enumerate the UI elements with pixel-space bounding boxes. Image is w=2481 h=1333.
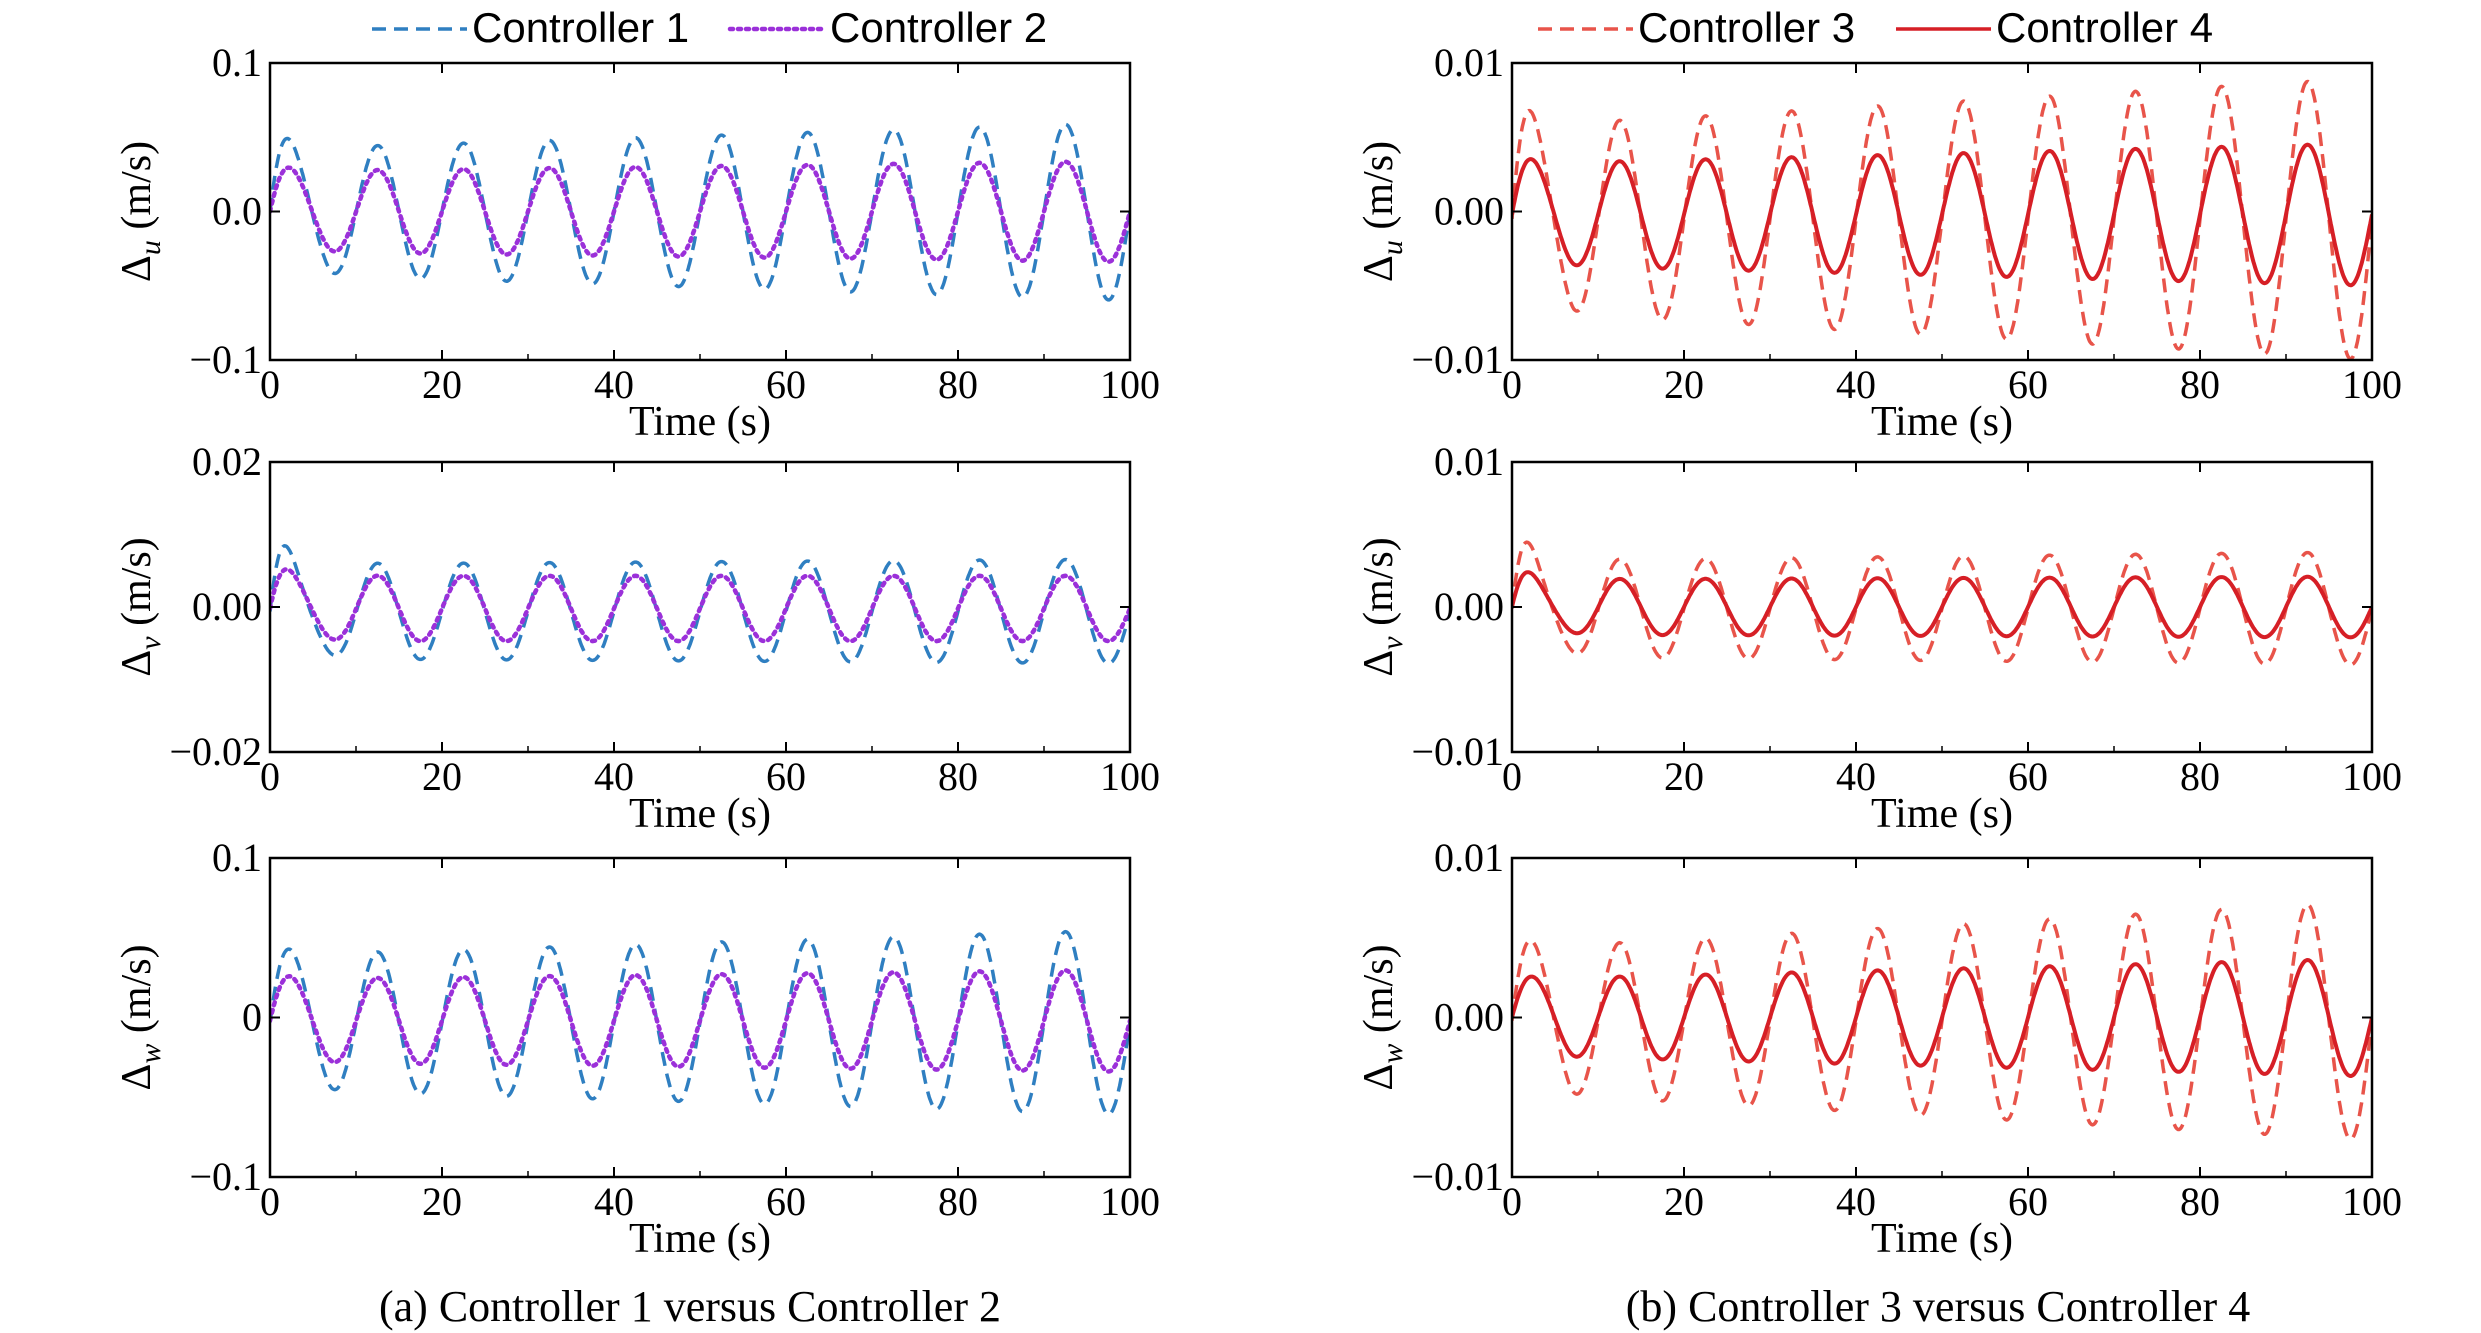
series-group — [270, 122, 1130, 302]
x-tick-label: 60 — [2008, 362, 2048, 407]
x-tick-label: 0 — [1502, 754, 1522, 799]
y-tick-label: −0.1 — [189, 1154, 262, 1199]
x-tick-label: 20 — [1664, 1179, 1704, 1224]
x-tick-label: 60 — [766, 1179, 806, 1224]
y-axis-label: Δw (m/s) — [114, 944, 167, 1090]
x-tick-label: 0 — [1502, 1179, 1522, 1224]
legend-label-controller-2: Controller 2 — [830, 4, 1047, 51]
x-tick-label: 0 — [260, 1179, 280, 1224]
x-tick-label: 80 — [2180, 754, 2220, 799]
x-tick-label: 100 — [1100, 754, 1160, 799]
y-tick-label: −0.01 — [1411, 1154, 1504, 1199]
y-tick-label: 0.1 — [212, 835, 262, 880]
legend-label-controller-4: Controller 4 — [1996, 4, 2213, 51]
x-tick-label: 60 — [766, 362, 806, 407]
series-group — [1512, 902, 2372, 1141]
x-tick-label: 100 — [1100, 362, 1160, 407]
panel-a-0: 0 20 40 60 80 100 0.1 0.0 −0.1 Time (s) Δu (m/s) — [114, 40, 1160, 445]
x-axis-label: Time (s) — [1871, 399, 2013, 445]
x-tick-label: 60 — [2008, 1179, 2048, 1224]
x-tick-label: 80 — [938, 754, 978, 799]
x-tick-label: 80 — [2180, 362, 2220, 407]
x-axis-label: Time (s) — [1871, 791, 2013, 837]
panel-a-1: 0 20 40 60 80 100 0.02 0.00 −0.02 Time (s) Δv (m/s… — [114, 439, 1160, 837]
panel-b-1: 0 20 40 60 80 100 0.01 0.00 −0.01 Time (s) Δv (m/s… — [1356, 439, 2402, 837]
series-line-controller-2 — [270, 159, 1130, 264]
y-tick-label: −0.01 — [1411, 337, 1504, 382]
x-tick-label: 100 — [2342, 754, 2402, 799]
x-tick-label: 100 — [2342, 1179, 2402, 1224]
x-tick-label: 20 — [422, 362, 462, 407]
x-tick-label: 0 — [260, 362, 280, 407]
x-tick-label: 20 — [1664, 362, 1704, 407]
x-tick-label: 40 — [1836, 1179, 1876, 1224]
y-tick-label: 0.01 — [1434, 439, 1504, 484]
x-tick-label: 20 — [1664, 754, 1704, 799]
y-tick-label: 0.00 — [1434, 189, 1504, 234]
x-tick-label: 40 — [1836, 362, 1876, 407]
x-tick-label: 0 — [260, 754, 280, 799]
legend-b: Controller 3 Controller 4 — [1538, 4, 2213, 51]
plots: 0 20 40 60 80 100 0.1 0.0 −0.1 Time (s) Δu (m/s) 0 2… — [114, 40, 2402, 1262]
y-tick-label: −0.02 — [169, 729, 262, 774]
x-axis-label: Time (s) — [629, 399, 771, 445]
y-tick-label: 0.00 — [1434, 995, 1504, 1040]
x-tick-label: 40 — [594, 1179, 634, 1224]
y-tick-label: 0.00 — [192, 584, 262, 629]
caption-a: (a) Controller 1 versus Controller 2 — [379, 1282, 1001, 1331]
y-tick-label: 0.1 — [212, 40, 262, 85]
y-tick-label: 0.00 — [1434, 584, 1504, 629]
x-axis-label: Time (s) — [629, 791, 771, 837]
panel-b-0: 0 20 40 60 80 100 0.01 0.00 −0.01 Time (s) Δu (m/s… — [1356, 40, 2402, 445]
series-group — [1512, 540, 2372, 667]
y-tick-label: 0.01 — [1434, 40, 1504, 85]
x-tick-label: 80 — [938, 1179, 978, 1224]
x-tick-label: 60 — [766, 754, 806, 799]
series-group — [270, 544, 1130, 666]
y-tick-label: 0.02 — [192, 439, 262, 484]
x-tick-label: 100 — [2342, 362, 2402, 407]
y-axis-label: Δu (m/s) — [1356, 141, 1409, 282]
x-tick-label: 40 — [594, 362, 634, 407]
series-line-controller-4 — [1512, 570, 2372, 640]
legend-label-controller-1: Controller 1 — [472, 4, 689, 51]
x-tick-label: 60 — [2008, 754, 2048, 799]
x-axis-label: Time (s) — [629, 1216, 771, 1262]
x-tick-label: 20 — [422, 1179, 462, 1224]
y-tick-label: 0 — [242, 995, 262, 1040]
panel-b-2: 0 20 40 60 80 100 0.01 0.00 −0.01 Time (s) Δw (m/s… — [1356, 835, 2402, 1262]
caption-b: (b) Controller 3 versus Controller 4 — [1626, 1282, 2250, 1331]
series-line-controller-4 — [1512, 142, 2372, 288]
legend-a: Controller 1 Controller 2 — [372, 4, 1047, 51]
series-line-controller-2 — [270, 567, 1130, 644]
y-axis-label: Δw (m/s) — [1356, 944, 1409, 1090]
x-tick-label: 80 — [2180, 1179, 2220, 1224]
y-tick-label: 0.01 — [1434, 835, 1504, 880]
series-line-controller-1 — [270, 544, 1130, 666]
x-axis-label: Time (s) — [1871, 1216, 2013, 1262]
series-line-controller-1 — [270, 122, 1130, 302]
x-tick-label: 40 — [594, 754, 634, 799]
x-tick-label: 0 — [1502, 362, 1522, 407]
x-tick-label: 20 — [422, 754, 462, 799]
x-tick-label: 40 — [1836, 754, 1876, 799]
y-axis-label: Δv (m/s) — [1356, 537, 1409, 677]
y-axis-label: Δv (m/s) — [114, 537, 167, 677]
legend-label-controller-3: Controller 3 — [1638, 4, 1855, 51]
y-tick-label: 0.0 — [212, 189, 262, 234]
y-tick-label: −0.01 — [1411, 729, 1504, 774]
x-tick-label: 80 — [938, 362, 978, 407]
series-group — [270, 929, 1130, 1116]
series-line-controller-4 — [1512, 957, 2372, 1078]
x-tick-label: 100 — [1100, 1179, 1160, 1224]
series-group — [1512, 79, 2372, 360]
y-axis-label: Δu (m/s) — [114, 141, 167, 282]
series-line-controller-2 — [270, 968, 1130, 1074]
y-tick-label: −0.1 — [189, 337, 262, 382]
